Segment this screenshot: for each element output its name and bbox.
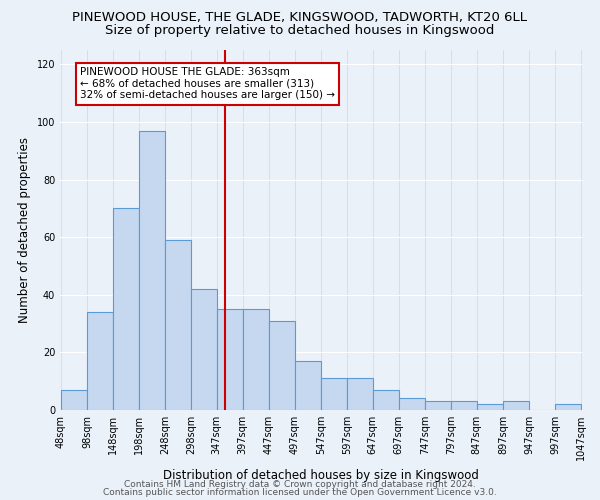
Text: PINEWOOD HOUSE, THE GLADE, KINGSWOOD, TADWORTH, KT20 6LL: PINEWOOD HOUSE, THE GLADE, KINGSWOOD, TA… xyxy=(73,11,527,24)
Bar xyxy=(373,390,399,410)
Bar xyxy=(217,309,242,410)
Bar xyxy=(242,309,269,410)
X-axis label: Distribution of detached houses by size in Kingswood: Distribution of detached houses by size … xyxy=(163,468,479,481)
Bar xyxy=(503,402,529,410)
Bar xyxy=(295,361,321,410)
Bar xyxy=(399,398,425,410)
Bar xyxy=(61,390,87,410)
Text: Size of property relative to detached houses in Kingswood: Size of property relative to detached ho… xyxy=(106,24,494,37)
Text: PINEWOOD HOUSE THE GLADE: 363sqm
← 68% of detached houses are smaller (313)
32% : PINEWOOD HOUSE THE GLADE: 363sqm ← 68% o… xyxy=(80,68,335,100)
Y-axis label: Number of detached properties: Number of detached properties xyxy=(18,137,31,323)
Bar xyxy=(425,402,451,410)
Bar xyxy=(165,240,191,410)
Bar xyxy=(451,402,477,410)
Bar xyxy=(321,378,347,410)
Bar xyxy=(477,404,503,410)
Bar xyxy=(269,320,295,410)
Bar xyxy=(139,130,165,410)
Bar xyxy=(555,404,581,410)
Text: Contains HM Land Registry data © Crown copyright and database right 2024.: Contains HM Land Registry data © Crown c… xyxy=(124,480,476,489)
Bar xyxy=(347,378,373,410)
Bar xyxy=(113,208,139,410)
Text: Contains public sector information licensed under the Open Government Licence v3: Contains public sector information licen… xyxy=(103,488,497,497)
Bar xyxy=(191,289,217,410)
Bar xyxy=(87,312,113,410)
